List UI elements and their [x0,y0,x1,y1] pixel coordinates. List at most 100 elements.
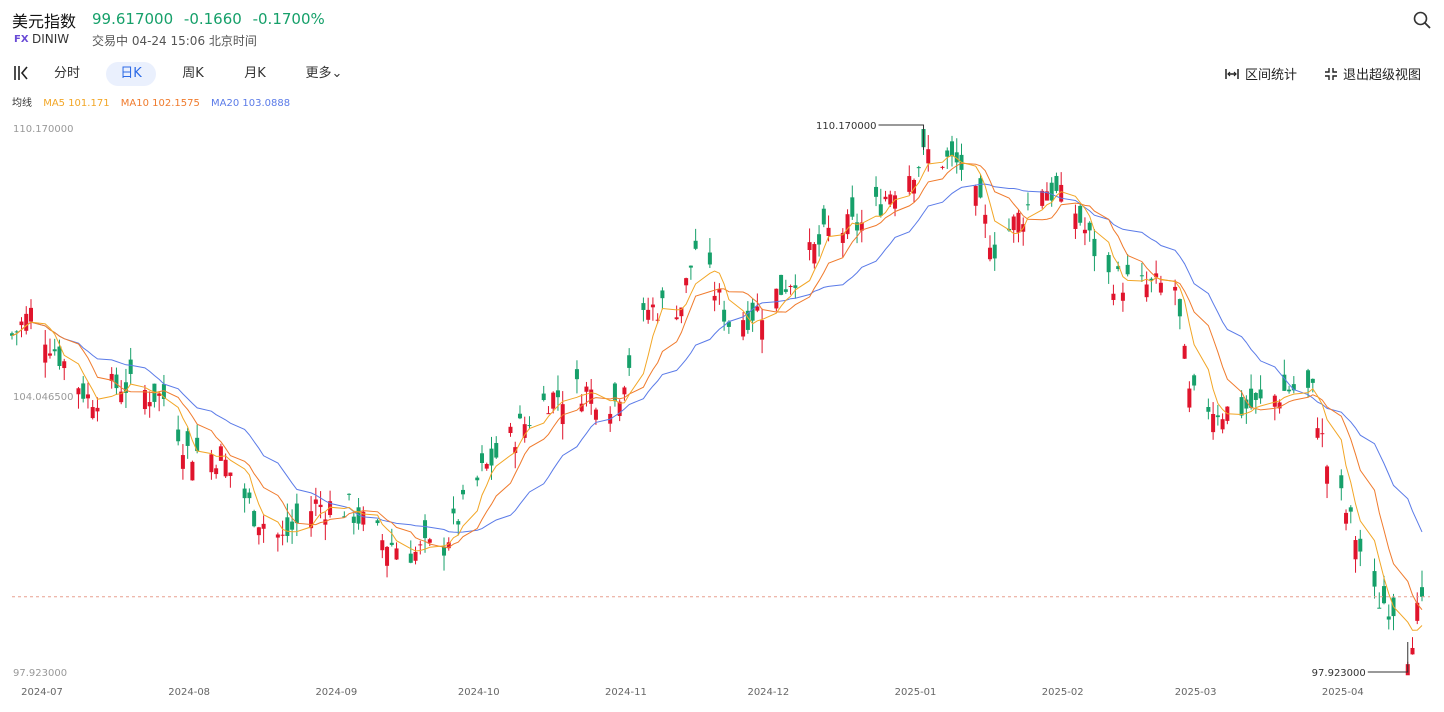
candle-body[interactable] [309,511,314,529]
candle-body[interactable] [1040,190,1045,206]
candle-body[interactable] [617,401,622,416]
candle-body[interactable] [560,404,565,425]
candle-body[interactable] [774,288,779,309]
candle-body[interactable] [517,413,522,419]
candle-body[interactable] [247,492,252,499]
candle-body[interactable] [1339,475,1344,489]
candle-body[interactable] [1282,374,1287,391]
candle-body[interactable] [446,542,451,549]
tab-daily-k[interactable]: 日K [106,62,156,86]
candle-body[interactable] [741,320,746,337]
candle-body[interactable] [779,274,784,295]
candle-body[interactable] [356,507,361,524]
candle-body[interactable] [85,394,90,399]
candle-body[interactable] [850,197,855,217]
candle-body[interactable] [119,391,124,403]
candle-body[interactable] [660,290,665,299]
candle-body[interactable] [342,516,347,518]
tab-intraday[interactable]: 分时 [53,66,80,81]
candle-body[interactable] [551,392,556,409]
candle-body[interactable] [1320,433,1325,435]
candle-body[interactable] [475,477,480,481]
candle-body[interactable] [855,222,860,231]
candle-body[interactable] [1187,388,1192,408]
candle-body[interactable] [693,240,698,249]
candle-body[interactable] [157,393,162,396]
candle-body[interactable] [1158,282,1163,293]
candle-body[interactable] [783,289,788,292]
candle-body[interactable] [442,546,447,556]
candle-body[interactable] [1420,587,1424,597]
candle-body[interactable] [185,431,190,446]
candle-body[interactable] [456,521,461,525]
candle-body[interactable] [14,331,19,333]
candle-body[interactable] [712,295,717,301]
candle-body[interactable] [1106,255,1111,273]
candle-body[interactable] [62,361,67,369]
candle-body[interactable] [318,504,323,508]
candle-body[interactable] [1372,571,1377,587]
candle-body[interactable] [1358,538,1363,552]
candle-body[interactable] [275,534,280,538]
candle-body[interactable] [1025,204,1030,206]
candle-body[interactable] [47,353,52,356]
candle-body[interactable] [1415,602,1420,621]
candle-body[interactable] [1054,175,1059,191]
candle-body[interactable] [950,141,954,157]
candle-body[interactable] [874,186,879,197]
candle-body[interactable] [1177,299,1182,317]
candle-body[interactable] [1116,266,1121,269]
candle-body[interactable] [256,527,261,536]
candle-body[interactable] [717,289,722,293]
candle-body[interactable] [1011,216,1016,231]
candle-body[interactable] [489,448,494,466]
candle-body[interactable] [261,523,266,529]
candle-body[interactable] [612,383,617,402]
candle-body[interactable] [161,384,166,399]
tab-more[interactable]: 更多⌄ [305,66,343,81]
candle-body[interactable] [195,437,200,452]
candle-body[interactable] [541,393,546,401]
search-icon[interactable] [1412,10,1432,30]
candle-body[interactable] [987,247,992,260]
candle-body[interactable] [1211,413,1216,433]
interval-stats-button[interactable]: 区间统计 [1224,64,1297,83]
candle-body[interactable] [883,196,888,200]
candle-body[interactable] [546,413,551,415]
candle-body[interactable] [214,468,219,475]
candle-body[interactable] [1087,222,1092,231]
candle-body[interactable] [807,242,812,251]
candle-body[interactable] [940,166,945,168]
candle-body[interactable] [1253,393,1258,400]
candle-body[interactable] [579,403,584,412]
candle-body[interactable] [280,534,285,536]
candle-body[interactable] [755,306,760,311]
candle-body[interactable] [1325,466,1330,484]
candle-body[interactable] [584,386,589,392]
candle-body[interactable] [688,265,693,268]
candle-body[interactable] [427,539,432,543]
candle-body[interactable] [1125,264,1130,275]
candle-body[interactable] [646,309,651,320]
candle-body[interactable] [1206,406,1211,412]
candle-body[interactable] [76,388,81,395]
candle-body[interactable] [845,214,850,235]
candle-body[interactable] [1220,419,1225,430]
candle-body[interactable] [1044,191,1049,201]
candle-body[interactable] [57,346,62,366]
candle-body[interactable] [527,425,532,427]
candle-body[interactable] [684,278,689,286]
candle-body[interactable] [574,369,579,380]
candle-body[interactable] [389,542,394,545]
candle-body[interactable] [1386,616,1391,620]
candle-body[interactable] [114,374,119,389]
candle-body[interactable] [375,520,380,524]
candle-body[interactable] [176,429,181,442]
candle-body[interactable] [1382,586,1387,604]
candle-body[interactable] [190,461,195,481]
candle-body[interactable] [380,540,385,551]
candle-body[interactable] [351,516,356,523]
candle-body[interactable] [1173,286,1178,291]
candle-body[interactable] [793,285,798,288]
candle-body[interactable] [109,373,114,381]
